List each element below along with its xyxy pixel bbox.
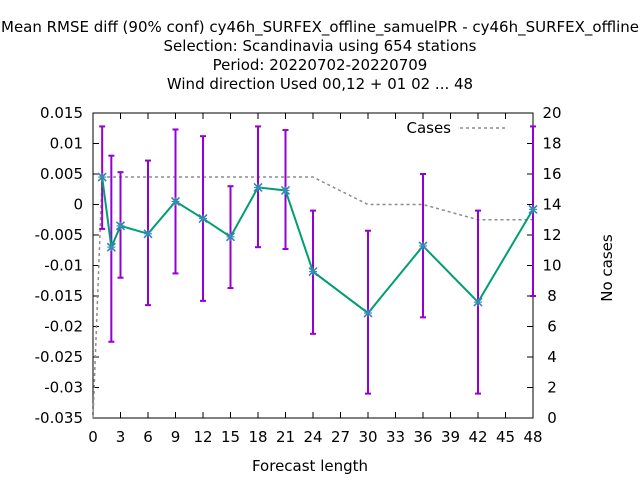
data-point xyxy=(115,221,126,231)
x-tick-label: 36 xyxy=(413,428,432,446)
data-point xyxy=(106,242,116,252)
y2-tick-label: 4 xyxy=(547,348,557,366)
y-tick-label: 0 xyxy=(73,196,83,214)
y2-tick-label: 0 xyxy=(547,409,557,427)
data-point xyxy=(363,308,373,318)
x-tick-label: 39 xyxy=(441,428,460,446)
x-tick-label: 3 xyxy=(116,428,126,446)
data-point xyxy=(473,297,483,307)
y2-axis-ticks: 0 2 4 6 8 10 12 14 16 18 20 xyxy=(542,104,561,427)
y-axis-ticks: -0.035 -0.03 -0.025 -0.02 -0.015 -0.01 -0.005 0… xyxy=(35,104,533,427)
data-point xyxy=(528,204,538,214)
y2-tick-label: 6 xyxy=(547,318,557,336)
title-line-2: Selection: Scandinavia using 654 station… xyxy=(164,37,477,55)
errorbars xyxy=(99,125,536,395)
x-tick-label: 15 xyxy=(221,428,240,446)
y-tick-label: -0.01 xyxy=(44,257,83,275)
y2-axis-label: No cases xyxy=(598,234,616,302)
x-tick-label: 6 xyxy=(143,428,153,446)
y-tick-label: 0.01 xyxy=(50,135,83,153)
x-tick-label: 21 xyxy=(276,428,295,446)
title-line-1: Mean RMSE diff (90% conf) cy46h_SURFEX_o… xyxy=(1,18,639,37)
y-tick-label: -0.03 xyxy=(44,379,83,397)
x-axis-label: Forecast length xyxy=(252,457,368,475)
data-point xyxy=(225,232,236,242)
x-tick-label: 45 xyxy=(496,428,515,446)
x-tick-label: 33 xyxy=(386,428,405,446)
y-tick-label: -0.025 xyxy=(35,348,83,366)
cases-line xyxy=(92,176,533,419)
legend: Cases xyxy=(406,119,506,137)
chart-title: Mean RMSE diff (90% conf) cy46h_SURFEX_o… xyxy=(1,18,639,93)
data-point xyxy=(253,182,263,192)
main-series xyxy=(97,172,538,318)
x-tick-label: 12 xyxy=(193,428,212,446)
y2-tick-label: 14 xyxy=(542,196,561,214)
y2-tick-label: 8 xyxy=(547,287,557,305)
cases-series xyxy=(92,176,533,419)
x-axis-ticks: 0 3 6 9 12 15 18 21 24 27 30 33 36 39 42 45 48 xyxy=(88,113,543,446)
y-tick-label: 0.005 xyxy=(40,165,83,183)
y2-tick-label: 10 xyxy=(542,257,561,275)
legend-label: Cases xyxy=(406,119,451,137)
y-tick-label: -0.005 xyxy=(35,226,83,244)
data-point xyxy=(170,196,181,207)
y2-tick-label: 2 xyxy=(547,379,557,397)
x-tick-label: 18 xyxy=(248,428,267,446)
y2-tick-label: 20 xyxy=(542,104,561,122)
y-tick-label: -0.015 xyxy=(35,287,83,305)
y-tick-label: -0.035 xyxy=(35,409,83,427)
y-tick-label: 0.015 xyxy=(40,104,83,122)
x-tick-label: 48 xyxy=(523,428,542,446)
y2-tick-label: 16 xyxy=(542,165,561,183)
title-line-4: Wind direction Used 00,12 + 01 02 ... 48 xyxy=(167,75,473,93)
y2-tick-label: 18 xyxy=(542,135,561,153)
x-tick-label: 42 xyxy=(468,428,487,446)
data-point xyxy=(97,172,107,182)
title-line-3: Period: 20220702-20220709 xyxy=(213,56,428,74)
x-tick-label: 24 xyxy=(303,428,322,446)
x-tick-label: 0 xyxy=(88,428,98,446)
data-point xyxy=(280,185,291,196)
x-tick-label: 9 xyxy=(171,428,181,446)
y2-tick-label: 12 xyxy=(542,226,561,244)
y-tick-label: -0.02 xyxy=(44,318,83,336)
series-line xyxy=(101,176,534,315)
data-point xyxy=(143,229,153,239)
data-point xyxy=(308,267,318,277)
x-tick-label: 27 xyxy=(331,428,350,446)
data-point xyxy=(418,241,428,251)
x-tick-label: 30 xyxy=(358,428,377,446)
data-point xyxy=(198,213,208,224)
